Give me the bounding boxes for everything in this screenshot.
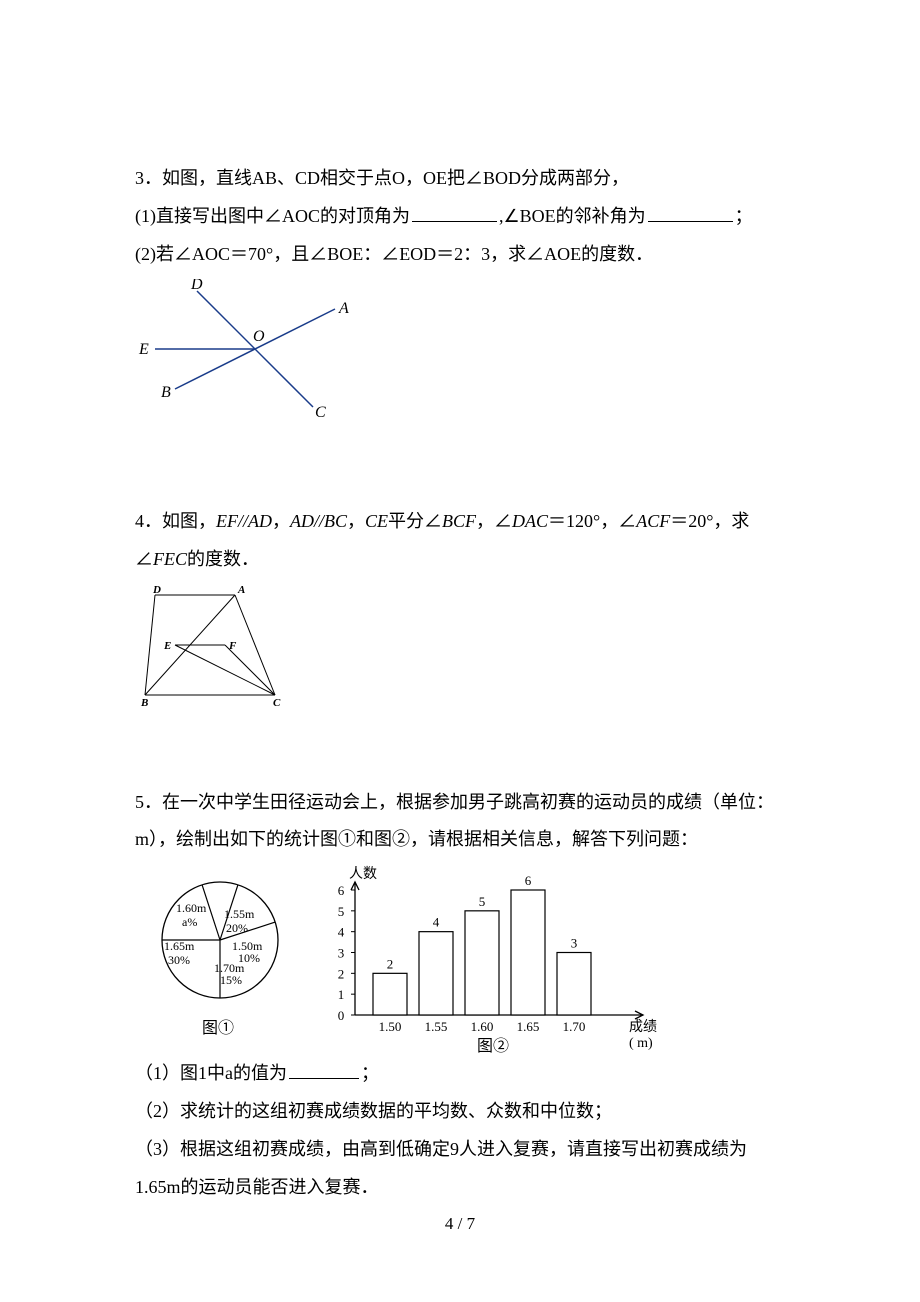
q4-t-f: CE bbox=[365, 511, 388, 531]
q4-figure: D A E F B C bbox=[135, 585, 790, 724]
svg-text:图②: 图② bbox=[477, 1037, 509, 1055]
q4-t-d: AD//BC bbox=[290, 511, 347, 531]
q4-t-h: BCF bbox=[442, 511, 476, 531]
q3-blank-1 bbox=[412, 203, 497, 222]
q5-prompt: 5．在一次中学生田径运动会上，根据参加男子跳高初赛的运动员的成绩（单位：m），绘… bbox=[135, 784, 790, 860]
question-3: 3．如图，直线AB、CD相交于点O，OE把∠BOD分成两部分， (1)直接写出图… bbox=[135, 160, 790, 443]
q3-sub2: (2)若∠AOC＝70°，且∠BOE：∠EOD＝2：3，求∠AOE的度数． bbox=[135, 236, 790, 274]
svg-text:图①: 图① bbox=[202, 1019, 234, 1037]
svg-text:1: 1 bbox=[338, 987, 345, 1002]
svg-text:C: C bbox=[273, 697, 281, 709]
q5-bar-chart: 人数成绩( m) 0 1 2 3 4 5 6 2 1.50 4 1.55 5 1.60 6 1.65 3 1.70… bbox=[319, 865, 659, 1055]
svg-text:E: E bbox=[138, 341, 149, 358]
svg-text:4: 4 bbox=[338, 925, 345, 940]
q3-prompt: 3．如图，直线AB、CD相交于点O，OE把∠BOD分成两部分， bbox=[135, 160, 790, 198]
svg-text:2: 2 bbox=[338, 967, 345, 982]
svg-text:1.55: 1.55 bbox=[425, 1019, 448, 1034]
q5-sub1-a: （1）图1中a的值为 bbox=[135, 1063, 287, 1083]
svg-text:5: 5 bbox=[338, 904, 345, 919]
q5-sub1: （1）图1中a的值为 ； bbox=[135, 1055, 790, 1093]
page-footer: 4 / 7 bbox=[0, 1206, 920, 1242]
svg-text:1.70: 1.70 bbox=[563, 1019, 586, 1034]
svg-text:1.55m: 1.55m bbox=[224, 907, 255, 921]
svg-text:D: D bbox=[190, 279, 203, 293]
svg-text:1.60m: 1.60m bbox=[176, 901, 207, 915]
q3-sub1: (1)直接写出图中∠AOC的对顶角为 ,∠BOE的邻补角为 ； bbox=[135, 198, 790, 236]
svg-text:成绩: 成绩 bbox=[629, 1019, 657, 1035]
q4-prompt: 4．如图，EF//AD，AD//BC，CE平分∠BCF，∠DAC＝120°，∠A… bbox=[135, 503, 790, 579]
q3-sub1-c: ； bbox=[735, 206, 753, 226]
svg-text:O: O bbox=[253, 328, 265, 345]
worksheet-page: 3．如图，直线AB、CD相交于点O，OE把∠BOD分成两部分， (1)直接写出图… bbox=[0, 0, 920, 1302]
svg-text:5: 5 bbox=[479, 894, 486, 909]
svg-text:20%: 20% bbox=[226, 921, 248, 935]
svg-text:0: 0 bbox=[338, 1008, 345, 1023]
svg-text:6: 6 bbox=[338, 883, 345, 898]
svg-text:6: 6 bbox=[525, 873, 532, 888]
q4-t-c: ， bbox=[272, 511, 290, 531]
q4-t-b: EF//AD bbox=[216, 511, 272, 531]
q4-t-g: 平分∠ bbox=[388, 511, 442, 531]
svg-text:B: B bbox=[161, 384, 171, 401]
svg-text:a%: a% bbox=[182, 915, 197, 929]
q4-diagram: D A E F B C bbox=[135, 585, 295, 710]
q3-sub1-a: (1)直接写出图中∠AOC的对顶角为 bbox=[135, 206, 410, 226]
svg-text:4: 4 bbox=[433, 915, 440, 930]
q4-t-j: DAC bbox=[512, 511, 548, 531]
svg-text:A: A bbox=[237, 585, 245, 596]
svg-text:A: A bbox=[338, 300, 349, 317]
svg-text:1.50: 1.50 bbox=[379, 1019, 402, 1034]
q4-t-o: 的度数． bbox=[187, 549, 259, 569]
q5-sub3: （3）根据这组初赛成绩，由高到低确定9人进入复赛，请直接写出初赛成绩为1.65m… bbox=[135, 1131, 790, 1207]
svg-text:1.65m: 1.65m bbox=[164, 939, 195, 953]
q3-sub1-b: ,∠BOE的邻补角为 bbox=[499, 206, 646, 226]
q5-charts: 1.60ma%1.55m20%1.50m10%1.70m15%1.65m30%图… bbox=[135, 865, 790, 1055]
question-4: 4．如图，EF//AD，AD//BC，CE平分∠BCF，∠DAC＝120°，∠A… bbox=[135, 503, 790, 723]
q4-t-n: FEC bbox=[153, 549, 187, 569]
q4-t-l: ACF bbox=[636, 511, 670, 531]
question-5: 5．在一次中学生田径运动会上，根据参加男子跳高初赛的运动员的成绩（单位：m），绘… bbox=[135, 784, 790, 1207]
svg-text:( m): ( m) bbox=[629, 1036, 653, 1051]
q3-blank-2 bbox=[648, 203, 733, 222]
q5-blank-1 bbox=[289, 1060, 359, 1079]
svg-text:F: F bbox=[228, 640, 237, 652]
svg-text:3: 3 bbox=[338, 946, 345, 961]
svg-text:15%: 15% bbox=[220, 973, 242, 987]
svg-text:B: B bbox=[140, 697, 148, 709]
q4-t-k: ＝120°，∠ bbox=[548, 511, 636, 531]
svg-text:人数: 人数 bbox=[349, 866, 377, 882]
q3-diagram: A B C D E O bbox=[135, 279, 365, 429]
svg-text:1.65: 1.65 bbox=[517, 1019, 540, 1034]
svg-text:2: 2 bbox=[387, 957, 394, 972]
svg-text:D: D bbox=[152, 585, 161, 596]
q5-sub1-b: ； bbox=[361, 1063, 379, 1083]
svg-text:30%: 30% bbox=[168, 953, 190, 967]
q5-pie-chart: 1.60ma%1.55m20%1.50m10%1.70m15%1.65m30%图… bbox=[135, 865, 305, 1055]
svg-text:C: C bbox=[315, 404, 326, 421]
q4-t-a: 4．如图， bbox=[135, 511, 216, 531]
q4-t-i: ，∠ bbox=[476, 511, 512, 531]
q3-figure: A B C D E O bbox=[135, 279, 790, 443]
svg-text:3: 3 bbox=[571, 936, 578, 951]
q4-t-e: ， bbox=[347, 511, 365, 531]
svg-text:1.60: 1.60 bbox=[471, 1019, 494, 1034]
q5-sub2: （2）求统计的这组初赛成绩数据的平均数、众数和中位数； bbox=[135, 1093, 790, 1131]
svg-text:E: E bbox=[163, 640, 171, 652]
